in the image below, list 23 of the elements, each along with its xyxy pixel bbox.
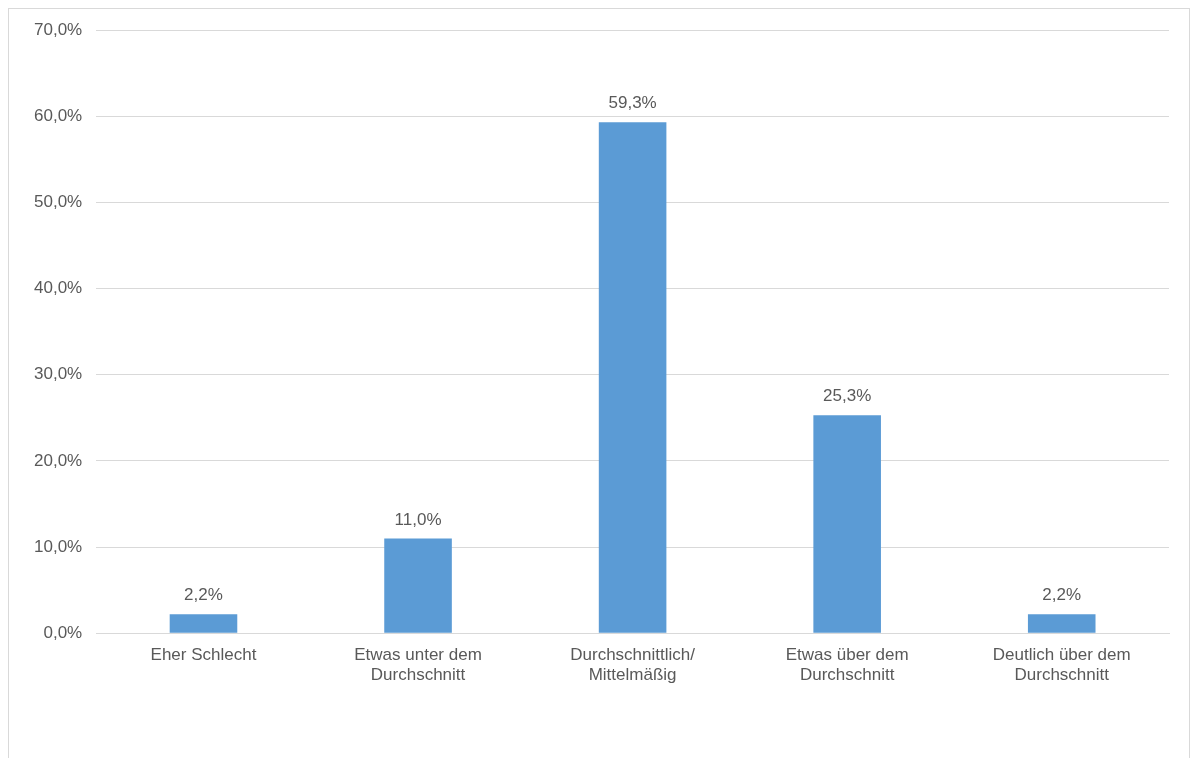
bar — [813, 415, 881, 633]
bar — [384, 538, 452, 633]
x-tick-label: Deutlich über dem Durchschnitt — [992, 645, 1131, 685]
y-tick-label: 20,0% — [34, 450, 83, 470]
y-tick-label: 0,0% — [43, 622, 83, 642]
bar — [169, 614, 238, 633]
y-tick-label: 70,0% — [34, 19, 83, 39]
bar — [1027, 614, 1096, 633]
y-tick-label: 10,0% — [34, 536, 83, 556]
data-label: 11,0% — [394, 509, 442, 529]
data-label: 25,3% — [823, 386, 872, 406]
bar — [598, 122, 667, 633]
x-tick-label: Durchschnittlich/ Mittelmäßig — [570, 645, 696, 685]
x-tick-label: Etwas unter dem Durchschnitt — [354, 645, 482, 685]
y-tick-label: 30,0% — [34, 364, 83, 384]
y-tick-label: 50,0% — [34, 192, 83, 212]
data-label: 2,2% — [184, 585, 223, 605]
data-label: 2,2% — [1042, 585, 1082, 605]
y-tick-label: 40,0% — [34, 278, 83, 298]
x-tick-label: Eher Schlecht — [150, 645, 257, 665]
data-label: 59,3% — [608, 93, 657, 113]
x-tick-label: Etwas über dem Durchschnitt — [785, 645, 909, 685]
y-tick-label: 60,0% — [34, 105, 83, 125]
